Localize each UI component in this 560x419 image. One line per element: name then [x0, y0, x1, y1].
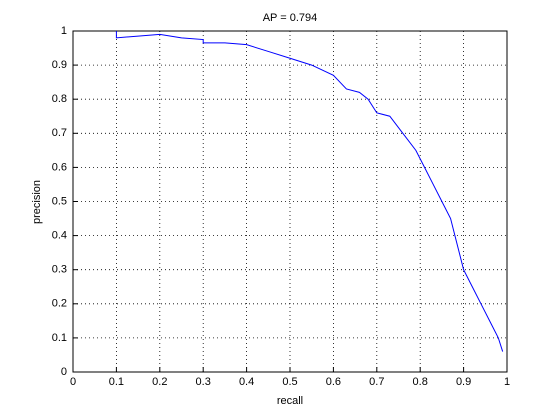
x-tick-label: 0.7	[369, 376, 384, 388]
x-axis-label: recall	[277, 395, 303, 407]
x-tick-label: 1	[504, 376, 510, 388]
y-tick-label: 0.5	[52, 195, 67, 207]
y-tick-label: 0.8	[52, 93, 67, 105]
x-tick-label: 0.2	[152, 376, 167, 388]
y-tick-label: 0.4	[52, 230, 67, 242]
y-tick-label: 0.3	[52, 264, 67, 276]
y-tick-label: 1	[61, 25, 67, 37]
y-tick-label: 0.7	[52, 127, 67, 139]
y-axis-label: precision	[31, 180, 43, 224]
x-tick-label: 0.3	[196, 376, 211, 388]
plot-frame	[72, 30, 508, 373]
y-tick-label: 0.2	[52, 298, 67, 310]
chart-title: AP = 0.794	[263, 12, 318, 24]
y-tick-label: 0.9	[52, 59, 67, 71]
x-tick-label: 0.5	[282, 376, 297, 388]
x-tick-label: 0.1	[109, 376, 124, 388]
x-tick-label: 0	[70, 376, 76, 388]
x-tick-label: 0.9	[456, 376, 471, 388]
x-tick-label: 0.8	[413, 376, 428, 388]
y-tick-label: 0	[61, 366, 67, 378]
line	[115, 31, 504, 352]
y-tick-label: 0.1	[52, 332, 67, 344]
x-tick-label: 0.4	[239, 376, 254, 388]
y-tick-label: 0.6	[52, 161, 67, 173]
x-tick-label: 0.6	[326, 376, 341, 388]
